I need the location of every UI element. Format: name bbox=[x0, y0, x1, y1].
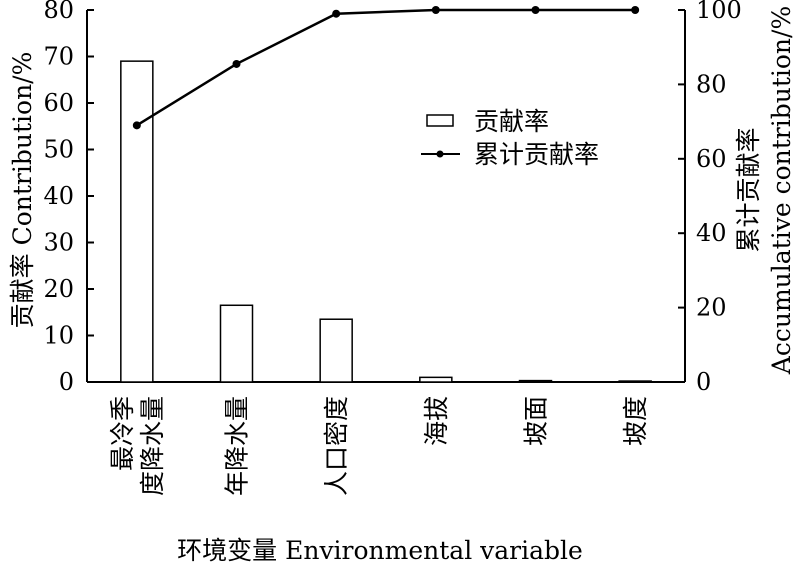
y-tick-label: 50 bbox=[43, 136, 74, 164]
cumulative-point bbox=[232, 59, 241, 68]
bar bbox=[120, 60, 154, 383]
y2-tick-label: 0 bbox=[696, 368, 711, 396]
legend-line-label: 累计贡献率 bbox=[474, 140, 599, 169]
y-axis-label: 贡献率 Contribution/% bbox=[8, 52, 37, 329]
cumulative-point bbox=[132, 121, 141, 130]
bar bbox=[518, 379, 553, 383]
y2-tick-label: 40 bbox=[696, 219, 727, 247]
y-tick-label: 70 bbox=[43, 43, 74, 71]
y-tick-label: 10 bbox=[43, 322, 74, 350]
x-axis-label: 环境变量 Environmental variable bbox=[177, 536, 583, 565]
x-category-label: 年降水量 bbox=[223, 396, 252, 496]
legend-bar-label: 贡献率 bbox=[474, 107, 549, 136]
y-tick-label: 60 bbox=[43, 89, 74, 117]
legend-bar-swatch bbox=[426, 114, 454, 127]
x-category-labels: 最冷季度降水量 年降水量 人口密度 海拔 坡面 坡度 bbox=[108, 396, 650, 496]
x-category-label: 坡面 bbox=[522, 396, 551, 446]
y-tick-label: 30 bbox=[43, 229, 74, 257]
y2-axis-label-zh: 累计贡献率 bbox=[734, 127, 763, 252]
bars bbox=[120, 60, 652, 383]
bar bbox=[618, 380, 652, 383]
y2-tick-label: 60 bbox=[696, 145, 727, 173]
x-category-label: 海拔 bbox=[422, 396, 451, 446]
y2-axis-label-en: Accumulative contribution/% bbox=[767, 6, 796, 375]
x-category-label: 最冷季度降水量 bbox=[108, 396, 167, 496]
y-tick-label: 80 bbox=[43, 0, 74, 24]
y2-tick-label: 80 bbox=[696, 70, 727, 98]
legend: 贡献率 累计贡献率 bbox=[421, 107, 599, 169]
y2-tick-label: 20 bbox=[696, 294, 727, 322]
y2-tick-label: 100 bbox=[696, 0, 742, 24]
cumulative-line bbox=[132, 6, 640, 130]
cumulative-point bbox=[631, 6, 640, 14]
axes: 0 10 20 30 40 50 60 70 80 0 20 40 60 80 100 bbox=[43, 0, 741, 396]
x-category-label: 人口密度 bbox=[322, 396, 351, 496]
cumulative-point bbox=[531, 6, 540, 14]
cumulative-polyline bbox=[136, 8, 636, 127]
bar bbox=[219, 304, 254, 383]
cumulative-point bbox=[332, 9, 341, 18]
cumulative-point bbox=[431, 6, 440, 14]
bar bbox=[419, 376, 453, 383]
y-tick-label: 40 bbox=[43, 182, 74, 210]
bar bbox=[319, 318, 353, 383]
x-category-label: 坡度 bbox=[621, 396, 650, 446]
legend-line-marker bbox=[436, 150, 444, 158]
y-tick-label: 20 bbox=[43, 275, 74, 303]
y-tick-label: 0 bbox=[59, 368, 74, 396]
